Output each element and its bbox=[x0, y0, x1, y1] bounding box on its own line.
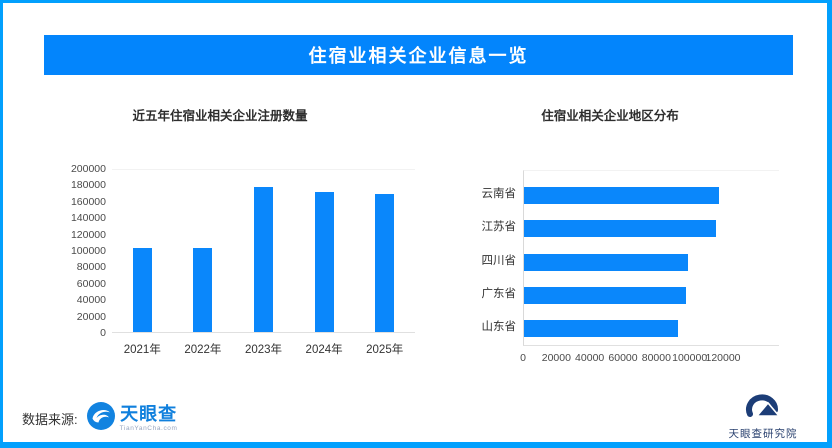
bar-2023年 bbox=[254, 186, 273, 332]
y-tick-label: 20000 bbox=[76, 310, 106, 323]
frame-border-bottom bbox=[0, 442, 832, 448]
y-tick-label: 80000 bbox=[76, 261, 106, 274]
registrations-y-axis: 0 20000 40000 60000 80000 100000 120000 140000 1… bbox=[36, 163, 106, 339]
bar-2021年 bbox=[132, 247, 152, 332]
registrations-plot-area bbox=[112, 169, 415, 333]
y-tick-label: 60000 bbox=[76, 277, 106, 290]
category-label-广东省: 广东省 bbox=[481, 287, 517, 300]
bar-2025年 bbox=[375, 194, 395, 332]
registrations-chart-title: 近五年住宿业相关企业注册数量 bbox=[132, 109, 308, 123]
x-tick-label: 0 bbox=[520, 352, 526, 364]
x-tick-label: 120000 bbox=[705, 352, 741, 364]
y-tick-label: 200000 bbox=[70, 163, 106, 175]
x-axis-label: 2025年 bbox=[366, 344, 404, 356]
frame-border-right bbox=[827, 0, 832, 448]
y-tick-label: 40000 bbox=[76, 294, 106, 307]
page-title-banner: 住宿业相关企业信息一览 bbox=[44, 35, 793, 75]
x-tick-label: 100000 bbox=[672, 352, 708, 364]
bar-四川省 bbox=[524, 253, 689, 271]
y-tick-label: 140000 bbox=[70, 212, 106, 225]
category-label-山东省: 山东省 bbox=[481, 321, 517, 334]
y-tick-label: 120000 bbox=[70, 228, 106, 241]
institute-logo-icon bbox=[742, 394, 784, 423]
tianyancha-name: 天眼查 bbox=[120, 403, 178, 424]
tianyancha-wordmark: 天眼查 TianYanCha.com bbox=[120, 405, 178, 432]
data-source-label: 数据来源: bbox=[22, 411, 78, 427]
y-tick-label: 0 bbox=[100, 327, 106, 339]
x-axis-label: 2022年 bbox=[184, 344, 222, 356]
x-axis-label: 2023年 bbox=[244, 344, 283, 356]
y-tick-label: 180000 bbox=[70, 179, 106, 192]
tianyancha-logo: 天眼查 TianYanCha.com bbox=[86, 401, 178, 436]
category-label-江苏省: 江苏省 bbox=[481, 221, 517, 234]
regions-plot-area bbox=[523, 170, 779, 346]
regions-x-axis: 0 20000 40000 60000 80000 100000 120000 bbox=[520, 352, 779, 366]
institute-logo: 天眼查研究院 bbox=[722, 391, 804, 441]
x-axis-label: 2021年 bbox=[123, 344, 161, 356]
x-tick-label: 80000 bbox=[641, 352, 671, 364]
x-tick-label: 60000 bbox=[608, 352, 638, 364]
x-tick-label: 40000 bbox=[575, 352, 605, 364]
category-label-四川省: 四川省 bbox=[481, 254, 517, 267]
y-tick-label: 160000 bbox=[70, 195, 106, 208]
bar-2022年 bbox=[193, 248, 213, 332]
tianyancha-logo-icon bbox=[86, 401, 116, 436]
bar-山东省 bbox=[524, 320, 679, 338]
regions-category-axis: 云南省江苏省四川省广东省山东省 bbox=[446, 170, 517, 346]
regions-chart-title: 住宿业相关企业地区分布 bbox=[541, 109, 679, 123]
page-title: 住宿业相关企业信息一览 bbox=[308, 46, 529, 66]
bar-广东省 bbox=[524, 286, 686, 304]
frame-border-left bbox=[0, 0, 3, 448]
bar-2024年 bbox=[314, 191, 334, 332]
data-source-row: 数据来源: 天眼查 TianYanCha.com bbox=[22, 398, 178, 438]
y-tick-label: 100000 bbox=[70, 245, 106, 257]
category-label-云南省: 云南省 bbox=[481, 188, 517, 200]
x-axis-label: 2024年 bbox=[305, 344, 343, 356]
institute-label: 天眼查研究院 bbox=[728, 428, 798, 440]
bar-云南省 bbox=[524, 187, 719, 204]
tianyancha-url: TianYanCha.com bbox=[119, 424, 178, 432]
x-tick-label: 20000 bbox=[541, 352, 571, 364]
bar-江苏省 bbox=[524, 220, 716, 238]
registrations-x-axis: 2021年 2022年 2023年 2024年 2025年 bbox=[112, 341, 415, 357]
frame-border-top bbox=[0, 0, 832, 3]
